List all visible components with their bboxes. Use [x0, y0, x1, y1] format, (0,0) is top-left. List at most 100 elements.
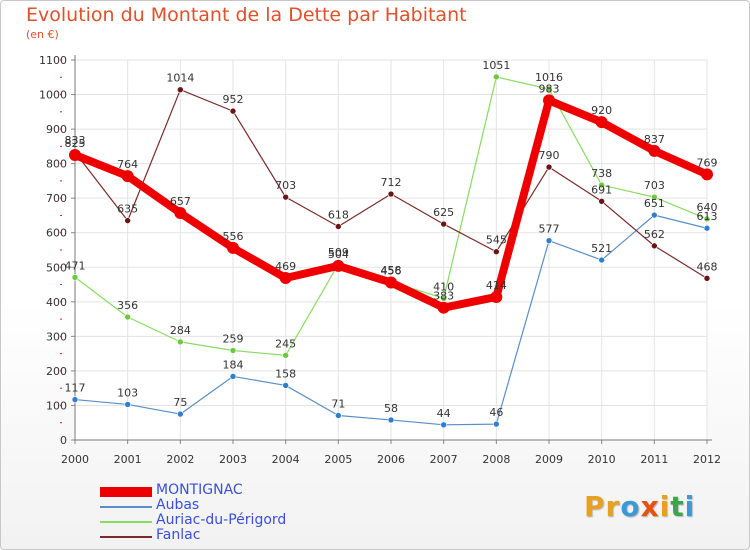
legend-label: MONTIGNAC [156, 482, 243, 498]
y-tick-label: 1100 [39, 54, 67, 67]
data-label: 504 [328, 248, 349, 261]
data-label: 613 [697, 210, 718, 223]
data-label: 738 [591, 167, 612, 180]
data-point [437, 301, 450, 314]
data-label: 184 [223, 358, 244, 371]
data-point [440, 220, 447, 228]
data-label: 691 [591, 183, 612, 196]
data-label: 769 [697, 156, 718, 169]
legend-swatch [100, 505, 152, 508]
data-label: 790 [539, 149, 560, 162]
y-tick-label: 200 [46, 365, 67, 378]
data-label: 414 [486, 279, 507, 292]
legend-label: Aubas [156, 497, 200, 513]
proxiti-logo: Proxiti [584, 490, 695, 523]
x-tick-label: 2006 [377, 453, 405, 466]
data-point [595, 116, 608, 129]
x-tick-label: 2005 [324, 453, 352, 466]
legend-swatch [100, 535, 152, 538]
data-point [703, 215, 711, 223]
y-tick-label: 600 [46, 227, 67, 240]
data-point [703, 275, 711, 282]
y-tick-label: 300 [46, 330, 67, 343]
data-label: 545 [486, 234, 507, 247]
data-label: 117 [65, 382, 86, 395]
y-tick-label: 800 [46, 158, 67, 171]
data-point [543, 94, 555, 107]
data-label: 837 [644, 133, 665, 146]
data-point [545, 85, 553, 93]
data-label: 468 [697, 260, 718, 273]
data-label: 58 [384, 402, 398, 415]
data-label: 625 [433, 206, 454, 219]
data-label: 469 [275, 260, 296, 273]
y-tick-label: 500 [46, 261, 67, 274]
data-point [177, 86, 184, 94]
data-label: 833 [65, 134, 86, 147]
y-tick-label: 1000 [39, 89, 67, 102]
data-point [701, 168, 713, 181]
logo-letter: x [640, 490, 660, 523]
y-tick-label: 400 [46, 296, 67, 309]
chart-title: Evolution du Montant de la Dette par Hab… [26, 4, 467, 26]
data-label: 562 [644, 228, 665, 241]
data-label: 825 [65, 137, 86, 150]
data-point [282, 352, 289, 359]
data-label: 410 [433, 280, 454, 293]
data-point [598, 181, 605, 189]
legend-label: Fanlac [156, 527, 201, 543]
x-tick-label: 2001 [114, 453, 142, 466]
data-point [440, 295, 447, 302]
data-point [177, 338, 184, 346]
logo-letter: i [659, 490, 671, 523]
data-label: 456 [381, 264, 402, 277]
data-point [229, 347, 237, 354]
logo-letter: o [620, 490, 641, 523]
x-tick-label: 2012 [693, 453, 721, 466]
data-label: 703 [644, 179, 665, 192]
data-label: 356 [117, 299, 138, 312]
data-label: 703 [275, 179, 296, 192]
data-point [385, 276, 397, 289]
data-point [440, 421, 447, 429]
data-point [282, 382, 289, 389]
x-tick-label: 2002 [166, 453, 194, 466]
data-label: 284 [170, 324, 191, 337]
data-point [177, 410, 184, 418]
legend-label: Auriac-du-Périgord [156, 512, 287, 528]
data-label: 521 [591, 242, 612, 255]
data-point [651, 211, 658, 219]
data-point [71, 273, 79, 281]
data-point [279, 271, 292, 284]
data-label: 158 [275, 367, 296, 380]
y-tick-label: 900 [46, 123, 67, 136]
data-label: 764 [117, 158, 138, 171]
data-label: 983 [539, 82, 560, 95]
x-tick-label: 2004 [272, 453, 300, 466]
data-point [69, 149, 81, 161]
data-label: 577 [539, 223, 560, 236]
y-tick-label: 0 [60, 434, 67, 447]
data-label: 75 [173, 396, 187, 409]
x-tick-label: 2011 [640, 453, 668, 466]
data-point [335, 223, 342, 230]
y-tick-label: 100 [46, 399, 67, 412]
data-label: 618 [328, 209, 349, 222]
data-point [493, 420, 500, 428]
data-label: 1016 [535, 71, 563, 84]
x-tick-label: 2009 [535, 453, 563, 466]
logo-letter: P [584, 490, 606, 523]
data-point [282, 193, 289, 201]
x-tick-label: 2007 [430, 453, 458, 466]
y-tick-label: 700 [46, 192, 67, 205]
logo-letter: i [684, 490, 696, 523]
chart-subtitle: (en €) [26, 28, 59, 41]
x-tick-label: 2000 [61, 453, 89, 466]
data-point [174, 207, 187, 220]
data-point [124, 217, 131, 224]
logo-letter: t [670, 490, 685, 523]
data-label: 383 [433, 290, 454, 303]
data-label: 44 [437, 407, 451, 420]
data-label: 920 [591, 104, 612, 117]
